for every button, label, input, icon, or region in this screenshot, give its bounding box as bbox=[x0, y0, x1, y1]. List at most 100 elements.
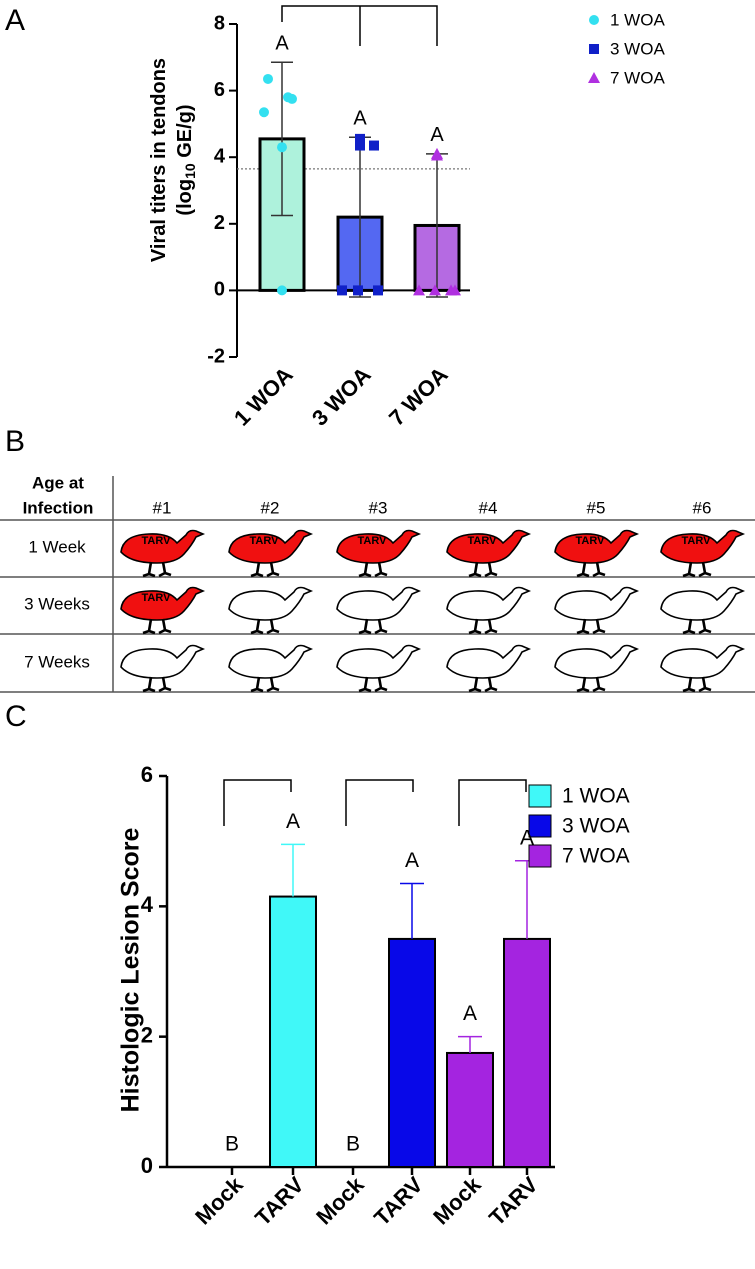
bar bbox=[503, 937, 551, 1169]
x-tick-label: 3 WOA bbox=[307, 362, 376, 431]
data-point bbox=[429, 284, 441, 296]
bar bbox=[388, 937, 436, 1169]
data-point bbox=[263, 73, 273, 84]
error-bar bbox=[271, 61, 293, 217]
legend-label: 1 WOA bbox=[610, 10, 665, 29]
uninfected-bird bbox=[659, 644, 745, 693]
y-axis-label-part: GE/g) bbox=[174, 104, 196, 163]
legend-label: 7 WOA bbox=[562, 845, 630, 868]
error-bar bbox=[281, 843, 305, 897]
error-bar bbox=[515, 859, 539, 939]
column-header: #4 bbox=[479, 498, 498, 517]
significance-letter: A bbox=[520, 826, 534, 849]
uninfected-bird bbox=[335, 644, 421, 693]
legend-swatch bbox=[528, 814, 552, 838]
y-axis-label-part: (log bbox=[174, 179, 196, 216]
y-tick-label: 6 bbox=[214, 79, 225, 101]
panel-label: B bbox=[5, 425, 25, 458]
significance-letter: A bbox=[430, 124, 444, 146]
panel-label: A bbox=[5, 4, 25, 37]
cell-label: TARV bbox=[682, 535, 712, 547]
significance-letter: A bbox=[463, 1002, 477, 1025]
data-point bbox=[355, 140, 365, 151]
cell-label: TARV bbox=[250, 535, 280, 547]
header-label: Age at bbox=[32, 473, 84, 492]
column-header: #1 bbox=[153, 498, 172, 517]
error-bar bbox=[458, 1035, 482, 1053]
cell-label: TARV bbox=[142, 592, 172, 604]
data-point bbox=[355, 133, 365, 144]
y-tick-label: 0 bbox=[141, 1153, 153, 1178]
header-label: Infection bbox=[23, 498, 94, 517]
legend-marker bbox=[588, 72, 600, 83]
data-point bbox=[449, 284, 461, 296]
uninfected-bird bbox=[553, 644, 639, 693]
data-point bbox=[259, 107, 269, 118]
cell-label: TARV bbox=[468, 535, 498, 547]
uninfected-bird bbox=[445, 586, 531, 635]
legend-swatch bbox=[528, 844, 552, 868]
legend-marker bbox=[589, 15, 599, 25]
x-tick-label: 7 WOA bbox=[384, 362, 453, 431]
data-point bbox=[337, 285, 347, 296]
y-axis-label: Histologic Lesion Score bbox=[117, 828, 145, 1113]
data-point bbox=[277, 285, 287, 296]
cell-label: TARV bbox=[358, 535, 388, 547]
x-tick-label: TARV bbox=[250, 1172, 309, 1231]
error-bar bbox=[400, 882, 424, 939]
row-label: 3 Weeks bbox=[24, 594, 90, 613]
uninfected-bird bbox=[335, 586, 421, 635]
data-point bbox=[431, 149, 443, 161]
legend-label: 3 WOA bbox=[610, 39, 665, 58]
row-label: 1 Week bbox=[28, 537, 86, 556]
significance-letter: A bbox=[353, 108, 367, 130]
data-point bbox=[287, 93, 297, 104]
bracket bbox=[281, 5, 438, 46]
bar bbox=[446, 1051, 494, 1169]
legend-label: 1 WOA bbox=[562, 785, 630, 808]
data-point bbox=[413, 284, 425, 296]
data-point bbox=[373, 285, 383, 296]
uninfected-bird bbox=[659, 586, 745, 635]
cell-label: TARV bbox=[576, 535, 606, 547]
cell-label: TARV bbox=[142, 535, 172, 547]
y-axis-label-subscript: 10 bbox=[182, 163, 198, 179]
data-point bbox=[369, 140, 379, 151]
y-tick-label: 2 bbox=[214, 212, 225, 234]
x-tick-label: Mock bbox=[428, 1171, 486, 1229]
panel-label: C bbox=[5, 700, 27, 733]
uninfected-bird bbox=[119, 644, 205, 693]
significance-letter: B bbox=[225, 1133, 239, 1156]
bar bbox=[269, 895, 317, 1169]
column-header: #2 bbox=[261, 498, 280, 517]
y-tick-label: 0 bbox=[214, 279, 225, 301]
column-header: #5 bbox=[587, 498, 606, 517]
uninfected-bird bbox=[227, 586, 313, 635]
legend-label: 3 WOA bbox=[562, 815, 630, 838]
y-tick-label: 2 bbox=[141, 1022, 153, 1047]
data-point bbox=[277, 142, 287, 153]
row-label: 7 Weeks bbox=[24, 652, 90, 671]
bracket bbox=[223, 779, 527, 826]
column-header: #3 bbox=[369, 498, 388, 517]
y-tick-label: 6 bbox=[141, 762, 153, 787]
y-axis-label: Viral titers in tendons bbox=[148, 58, 170, 262]
legend-label: 7 WOA bbox=[610, 68, 665, 87]
legend-swatch bbox=[528, 784, 552, 808]
y-tick-label: 8 bbox=[214, 12, 225, 34]
x-tick-label: TARV bbox=[484, 1172, 543, 1231]
x-tick-label: Mock bbox=[311, 1171, 369, 1229]
significance-letter: A bbox=[405, 849, 419, 872]
y-axis-label: (log10 GE/g) bbox=[174, 104, 197, 215]
x-tick-label: TARV bbox=[369, 1172, 428, 1231]
column-header: #6 bbox=[693, 498, 712, 517]
y-tick-label: -2 bbox=[207, 345, 225, 367]
uninfected-bird bbox=[553, 586, 639, 635]
x-tick-label: Mock bbox=[190, 1171, 248, 1229]
y-tick-label: 4 bbox=[214, 145, 226, 167]
uninfected-bird bbox=[227, 644, 313, 693]
significance-letter: A bbox=[286, 810, 300, 833]
significance-letter: A bbox=[275, 33, 289, 55]
